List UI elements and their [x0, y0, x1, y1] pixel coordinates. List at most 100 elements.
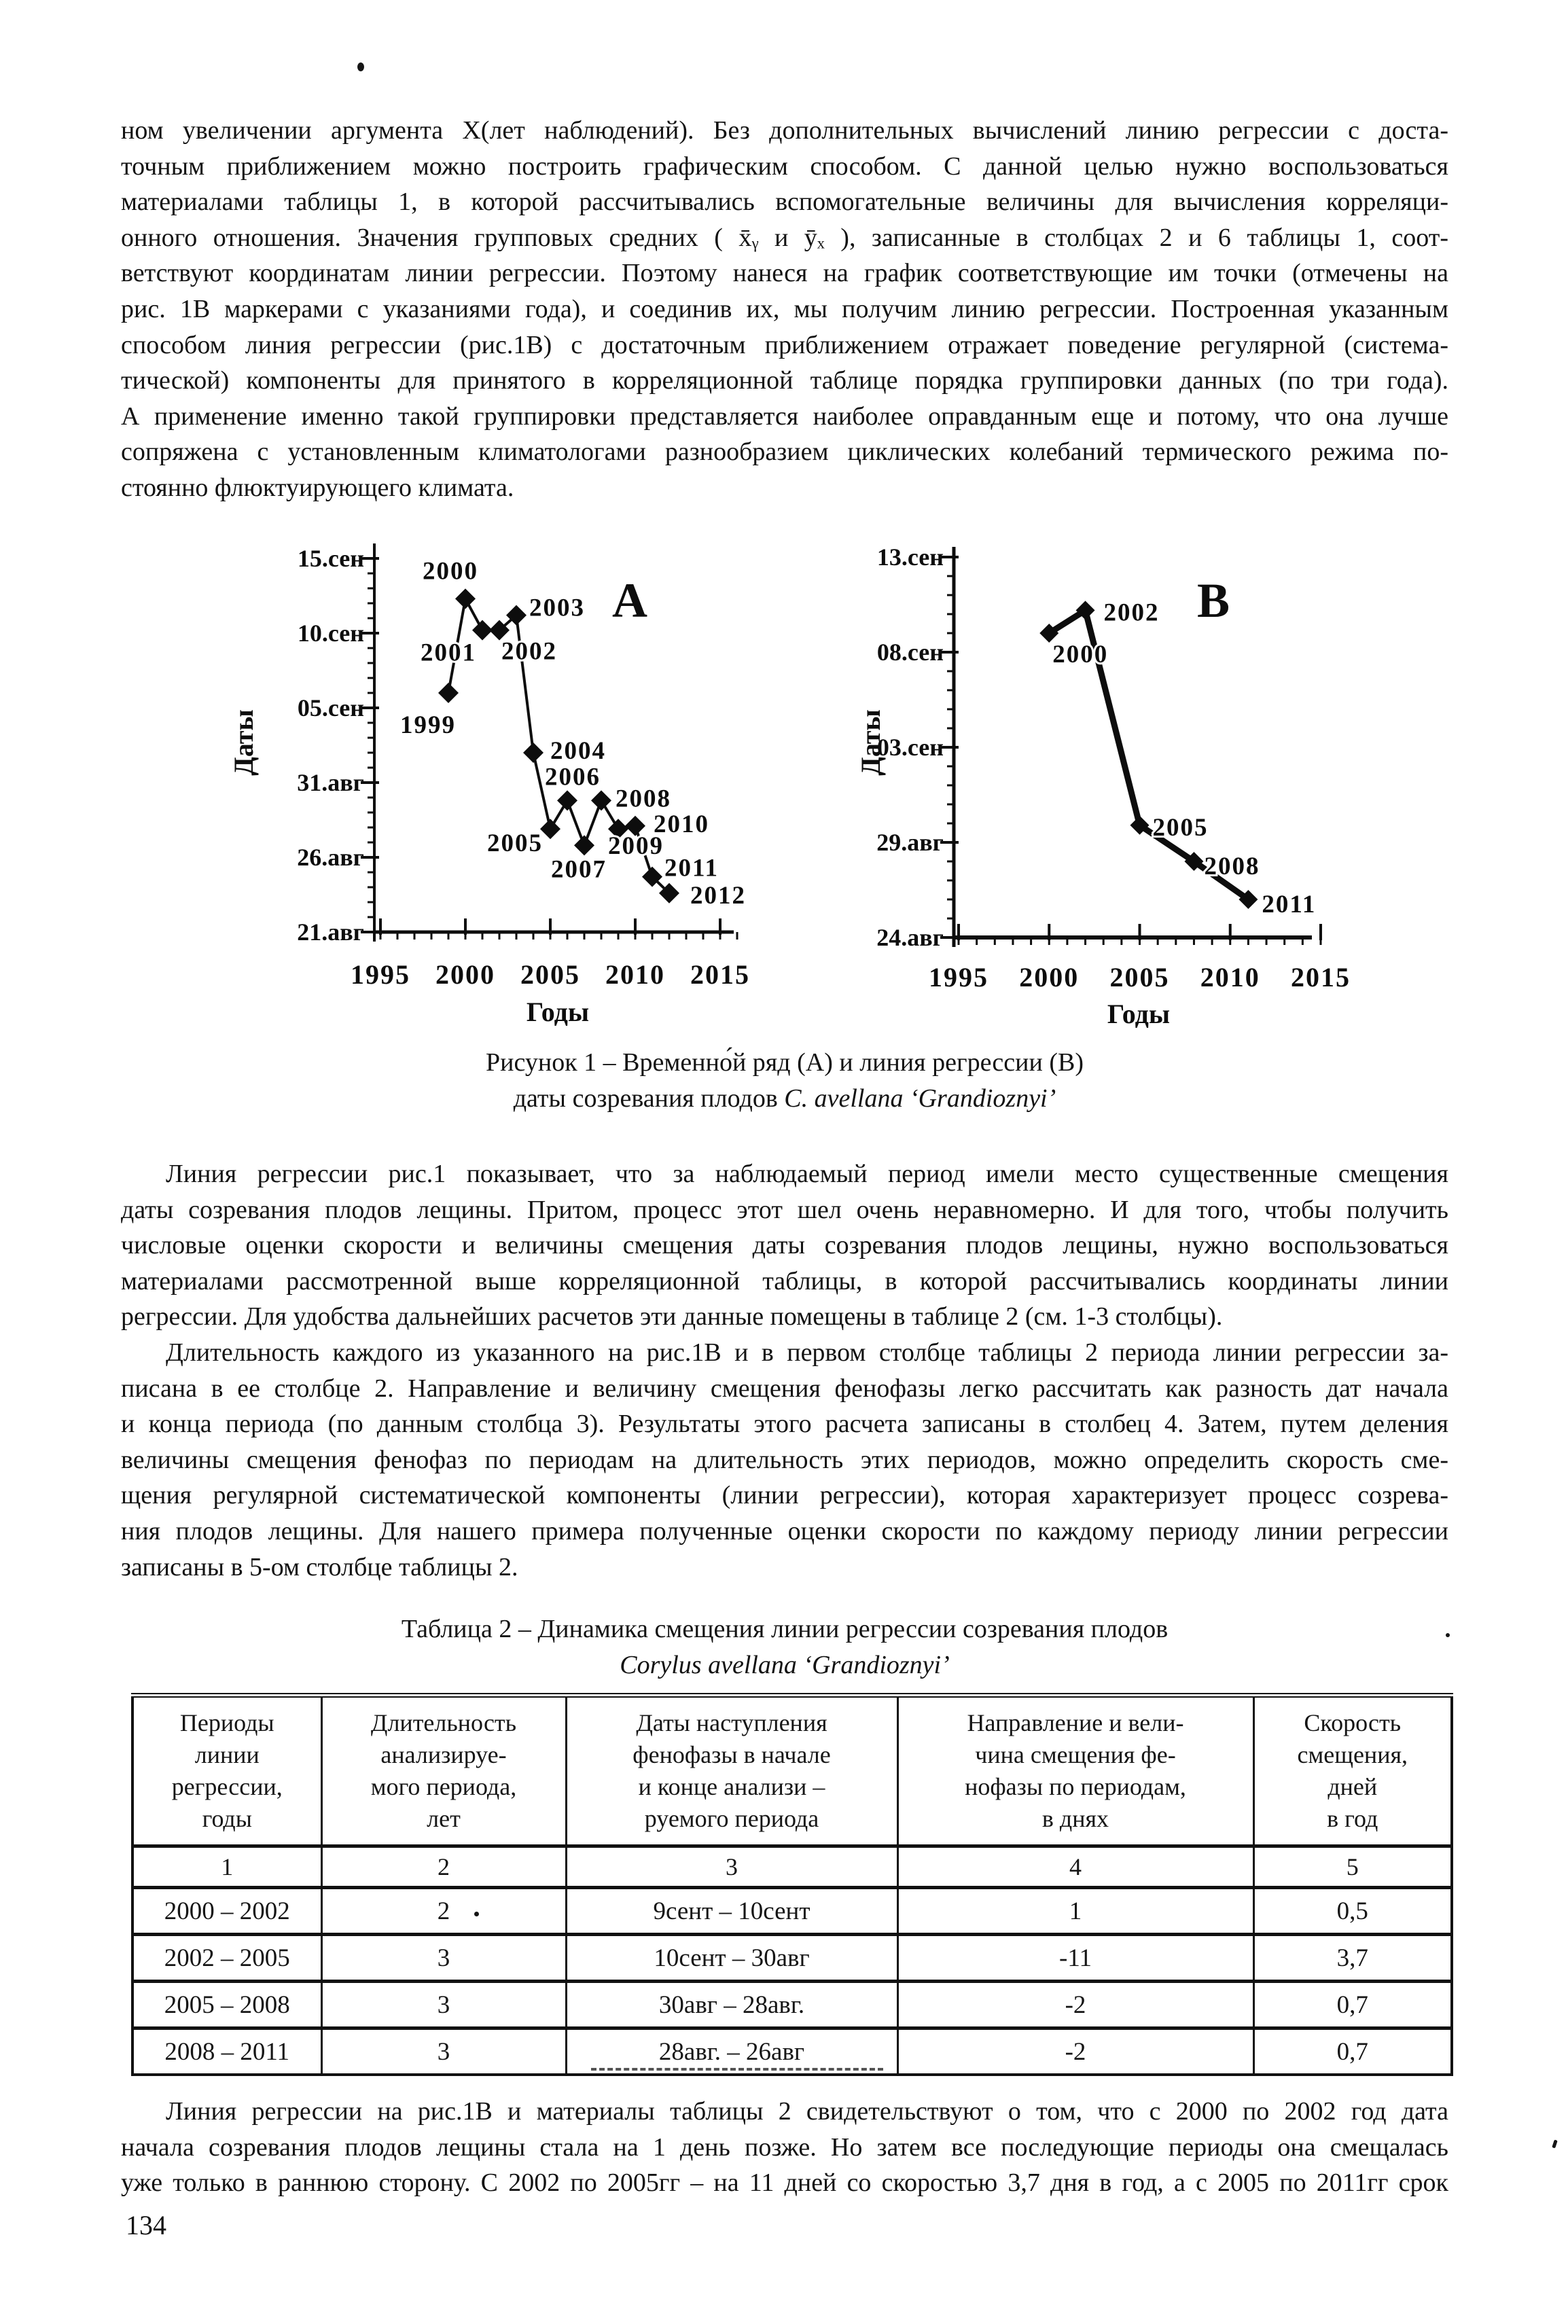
table-row-cell: 30авг – 28авг. [565, 1981, 899, 2028]
paragraph-4: Линия регрессии на рис.1В и материалы та… [121, 2094, 1448, 2201]
table-header-row-cell: Даты наступления фенофазы в начале и кон… [565, 1695, 899, 1846]
y-tick-label: 24.авг [876, 924, 944, 951]
table-column-number-row-cell: 1 [131, 1846, 323, 1888]
table-column-number-row-cell: 4 [896, 1846, 1255, 1888]
y-tick-label: 26.авг [297, 844, 364, 871]
table-row-cell: 3 [320, 1981, 567, 2028]
table-2: Периоды линии регрессии, годы Длительност… [131, 1693, 1453, 2076]
scan-artifact [1552, 2139, 1558, 2149]
table-header-row-cell: Периоды линии регрессии, годы [131, 1695, 323, 1846]
paragraph-1: ном увеличении аргумента Х(лет наблюдени… [121, 113, 1448, 506]
point-year-label: 2008 [616, 785, 671, 812]
table-row: 2008 – 2011 3 28авг. – 26авг -2 0,7 [131, 2028, 1453, 2075]
point-year-label: 2010 [654, 810, 709, 838]
point-year-label: 2012 [690, 882, 746, 910]
text-line: рис. 1В маркерами с указаниями года), и … [121, 294, 1448, 323]
y-tick-label: 08.сен [877, 639, 944, 666]
text-line: и конца периода (по данным столбца 3). Р… [121, 1410, 1448, 1439]
data-point-2010 [625, 815, 645, 836]
page-number: 134 [126, 2210, 166, 2240]
table-row-cell: -2 [896, 2028, 1255, 2075]
point-year-label: 2005 [487, 829, 543, 857]
data-point-2002 [1075, 601, 1095, 620]
table-row-cell: 10сент – 30авг [565, 1934, 899, 1982]
chart-A: 21.авг 26.авг 31.авг 05.сен 10.сен 15.сен 1995… [228, 543, 749, 1027]
point-year-label: 2004 [550, 737, 606, 765]
x-axis-title: Годы [527, 997, 589, 1027]
point-year-label: 2002 [501, 638, 557, 666]
data-point-2011 [1239, 890, 1258, 909]
data-point-2009 [608, 819, 628, 840]
table-column-number-row-cell: 5 [1252, 1846, 1453, 1888]
point-year-label: 2001 [421, 639, 476, 667]
data-point-2008 [591, 790, 611, 811]
x-tick-label: 2000 [435, 959, 495, 990]
data-point-2007 [574, 835, 594, 856]
table-header-row-cell: Скорость смещения, дней в год [1252, 1695, 1453, 1846]
text-line: даты созревания плодов лещины. Притом, п… [121, 1195, 1448, 1224]
table-row-cell: 2 [320, 1887, 567, 1935]
point-year-label: 2000 [423, 557, 478, 585]
table-row-cell: 3 [320, 2028, 567, 2075]
table-row-cell: 0,5 [1252, 1887, 1453, 1935]
table-row-cell: 28авг. – 26авг [565, 2028, 899, 2075]
table-row-cell: 2005 – 2008 [131, 1981, 323, 2028]
table-caption-line1: Таблица 2 – Динамика смещения линии регр… [401, 1615, 1169, 1643]
text-line: точным приближением можно построить граф… [121, 151, 1448, 181]
text-line: ном увеличении аргумента Х(лет наблюдени… [121, 116, 1448, 145]
scan-artifact [357, 62, 364, 71]
data-point-2008 [1184, 852, 1204, 871]
text-line: материалами таблицы 1, в которой рассчит… [121, 187, 1448, 217]
y-tick-label: 31.авг [297, 769, 364, 796]
y-tick-label: 29.авг [876, 829, 944, 856]
x-tick-label: 2000 [1019, 962, 1079, 993]
point-year-label: 1999 [400, 711, 456, 739]
scan-artifact [1446, 1633, 1450, 1637]
point-year-label: 2006 [545, 763, 601, 791]
point-year-label: 2011 [664, 855, 719, 882]
chart-B: 24.авг 29.авг 03.сен 08.сен 13.сен 1995 2000 20… [855, 543, 1349, 1029]
table-row-cell: 2002 – 2005 [131, 1934, 323, 1982]
panel-label: B [1197, 573, 1230, 628]
y-tick-label: 03.сен [877, 734, 944, 761]
data-point-2002 [489, 620, 510, 641]
text-line: Линия регрессии рис.1 показывает, что за… [166, 1160, 1448, 1188]
table-header-row-cell: Длительность анализируе- мого периода, л… [320, 1695, 567, 1846]
y-tick-label: 05.сен [298, 694, 364, 721]
text-line: записаны в 5-ом столбце таблицы 2. [121, 1552, 518, 1581]
data-point-2000 [455, 588, 476, 609]
data-point-2011 [642, 866, 662, 887]
text-line: онного отношения. Значения групповых сре… [121, 223, 1448, 252]
species-name: C. avellana ‘Grandioznyi’ [784, 1084, 1056, 1113]
y-axis-title: Даты [855, 709, 886, 775]
text-line: тической) компоненты для принятого в кор… [121, 366, 1448, 395]
data-point-2001 [472, 620, 493, 641]
x-tick-label: 2005 [520, 959, 580, 990]
table-row: 2005 – 2008 3 30авг – 28авг. -2 0,7 [131, 1981, 1453, 2028]
point-year-label: 2011 [1262, 891, 1316, 918]
table-row-cell: 0,7 [1252, 2028, 1453, 2075]
table-row-cell: 1 [896, 1887, 1255, 1935]
table-row-cell: 2008 – 2011 [131, 2028, 323, 2075]
text-line: стоянно флюктуирующего климата. [121, 473, 514, 502]
data-point-2005 [1130, 815, 1150, 835]
text-line: материалами рассмотренной выше корреляци… [121, 1266, 1448, 1295]
table-column-number-row-cell: 2 [320, 1846, 567, 1888]
table-row: 2002 – 2005 3 10сент – 30авг -11 3,7 [131, 1934, 1453, 1982]
text-line: ветствуют координатам линии регрессии. П… [121, 259, 1448, 288]
y-tick-label: 21.авг [297, 918, 364, 946]
text-line: Длительность каждого из указанного на ри… [166, 1338, 1448, 1367]
point-year-label: 2000 [1052, 641, 1108, 668]
paragraph-3: Длительность каждого из указанного на ри… [121, 1335, 1448, 1585]
text-line: А применение именно такой группировки пр… [121, 401, 1448, 431]
data-point-1999 [438, 683, 459, 703]
table-caption: Таблица 2 – Динамика смещения линии регр… [121, 1611, 1448, 1683]
x-tick-label: 1995 [351, 959, 410, 990]
x-tick-label: 1995 [929, 962, 988, 993]
text-line: писана в ее столбце 2. Направление и вел… [121, 1374, 1448, 1403]
table-row-cell: 0,7 [1252, 1981, 1453, 2028]
text-line: числовые оценки скорости и величины смещ… [121, 1231, 1448, 1260]
data-point-2012 [659, 882, 679, 904]
text-line: способом линия регрессии (рис.1В) с дост… [121, 330, 1448, 359]
